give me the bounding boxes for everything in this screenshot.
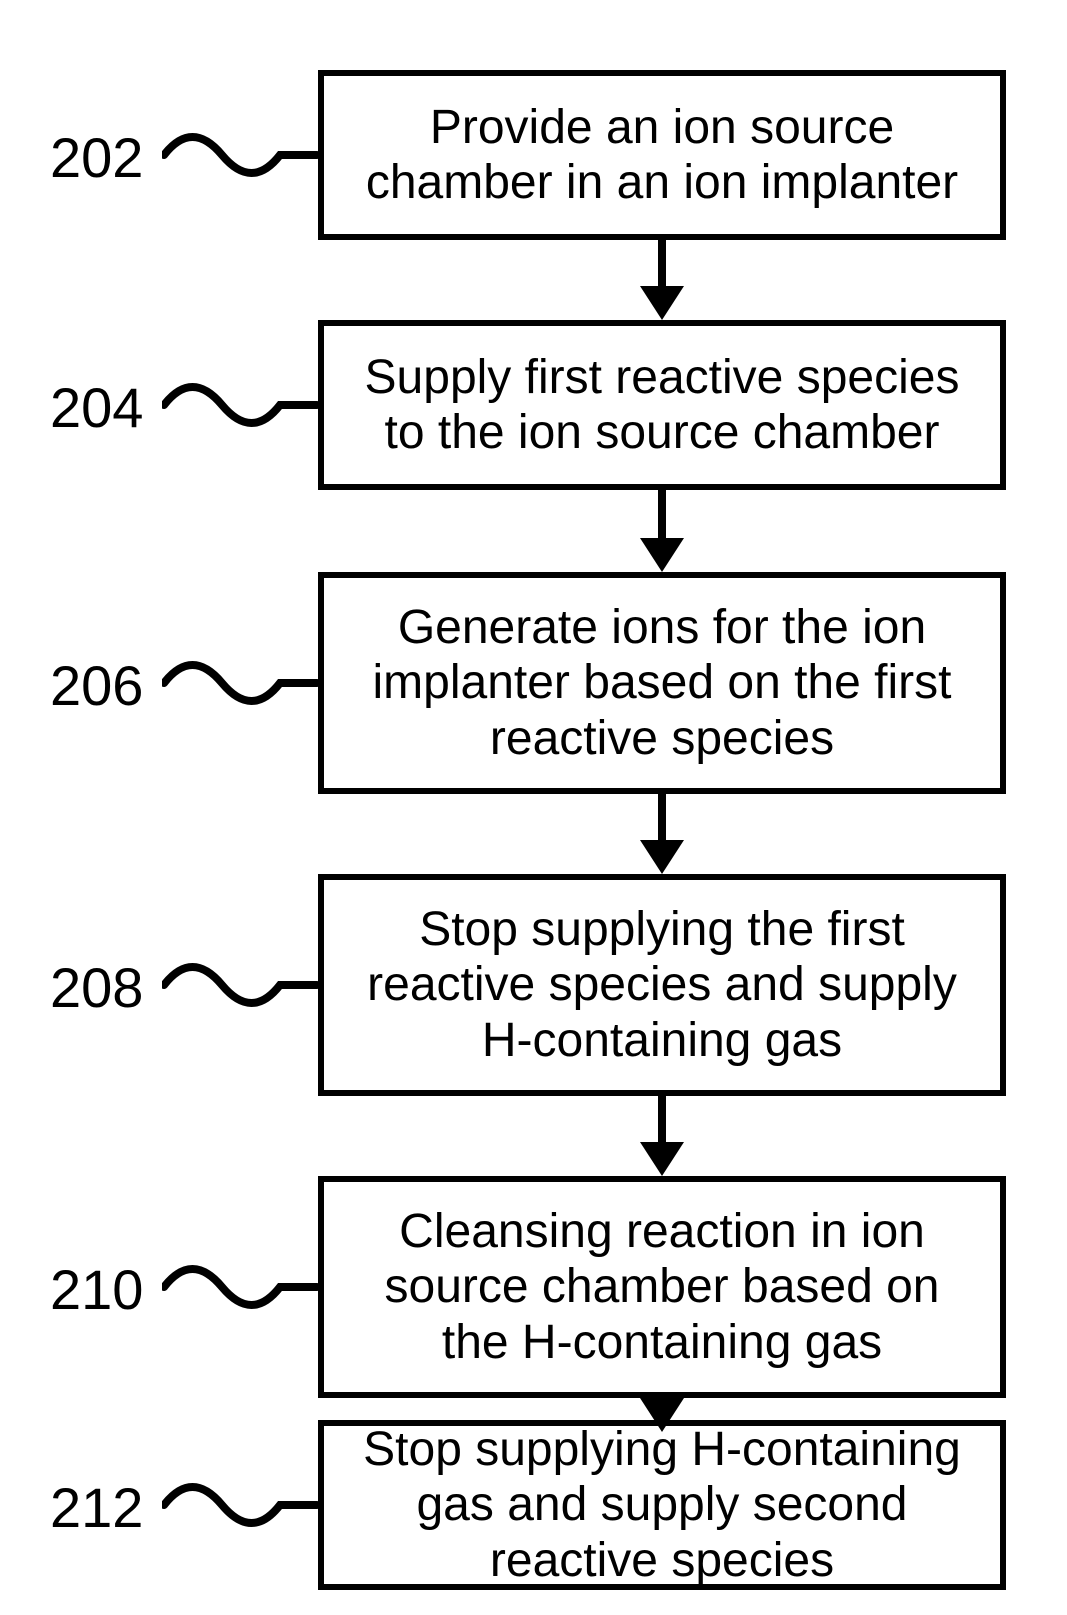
- arrow-head-icon: [640, 538, 684, 572]
- arrow-line: [658, 1096, 666, 1142]
- ref-number: 206: [50, 653, 143, 718]
- ref-connector: [162, 955, 322, 1020]
- ref-connector: [162, 375, 322, 440]
- flow-node-text: Cleansing reaction in ion source chamber…: [348, 1204, 976, 1370]
- flow-node: Stop supplying H-containing gas and supp…: [318, 1420, 1006, 1590]
- ref-number: 208: [50, 955, 143, 1020]
- flowchart-canvas: Provide an ion source chamber in an ion …: [0, 0, 1067, 1615]
- arrow-line: [658, 240, 666, 286]
- flow-node: Stop supplying the first reactive specie…: [318, 874, 1006, 1096]
- ref-connector: [162, 125, 322, 190]
- flow-node: Provide an ion source chamber in an ion …: [318, 70, 1006, 240]
- ref-connector: [162, 1475, 322, 1540]
- arrow-line: [658, 490, 666, 538]
- ref-number: 212: [50, 1475, 143, 1540]
- arrow-head-icon: [640, 1142, 684, 1176]
- flow-node-text: Provide an ion source chamber in an ion …: [348, 100, 976, 210]
- ref-connector: [162, 653, 322, 718]
- flow-node-text: Generate ions for the ion implanter base…: [348, 600, 976, 766]
- flow-node: Supply first reactive species to the ion…: [318, 320, 1006, 490]
- flow-node-text: Supply first reactive species to the ion…: [348, 350, 976, 460]
- flow-node-text: Stop supplying the first reactive specie…: [348, 902, 976, 1068]
- arrow-head-icon: [640, 1398, 684, 1432]
- flow-node: Generate ions for the ion implanter base…: [318, 572, 1006, 794]
- ref-number: 210: [50, 1257, 143, 1322]
- arrow-line: [658, 794, 666, 840]
- arrow-head-icon: [640, 286, 684, 320]
- ref-connector: [162, 1257, 322, 1322]
- ref-number: 202: [50, 125, 143, 190]
- flow-node: Cleansing reaction in ion source chamber…: [318, 1176, 1006, 1398]
- ref-number: 204: [50, 375, 143, 440]
- arrow-head-icon: [640, 840, 684, 874]
- flow-node-text: Stop supplying H-containing gas and supp…: [348, 1422, 976, 1588]
